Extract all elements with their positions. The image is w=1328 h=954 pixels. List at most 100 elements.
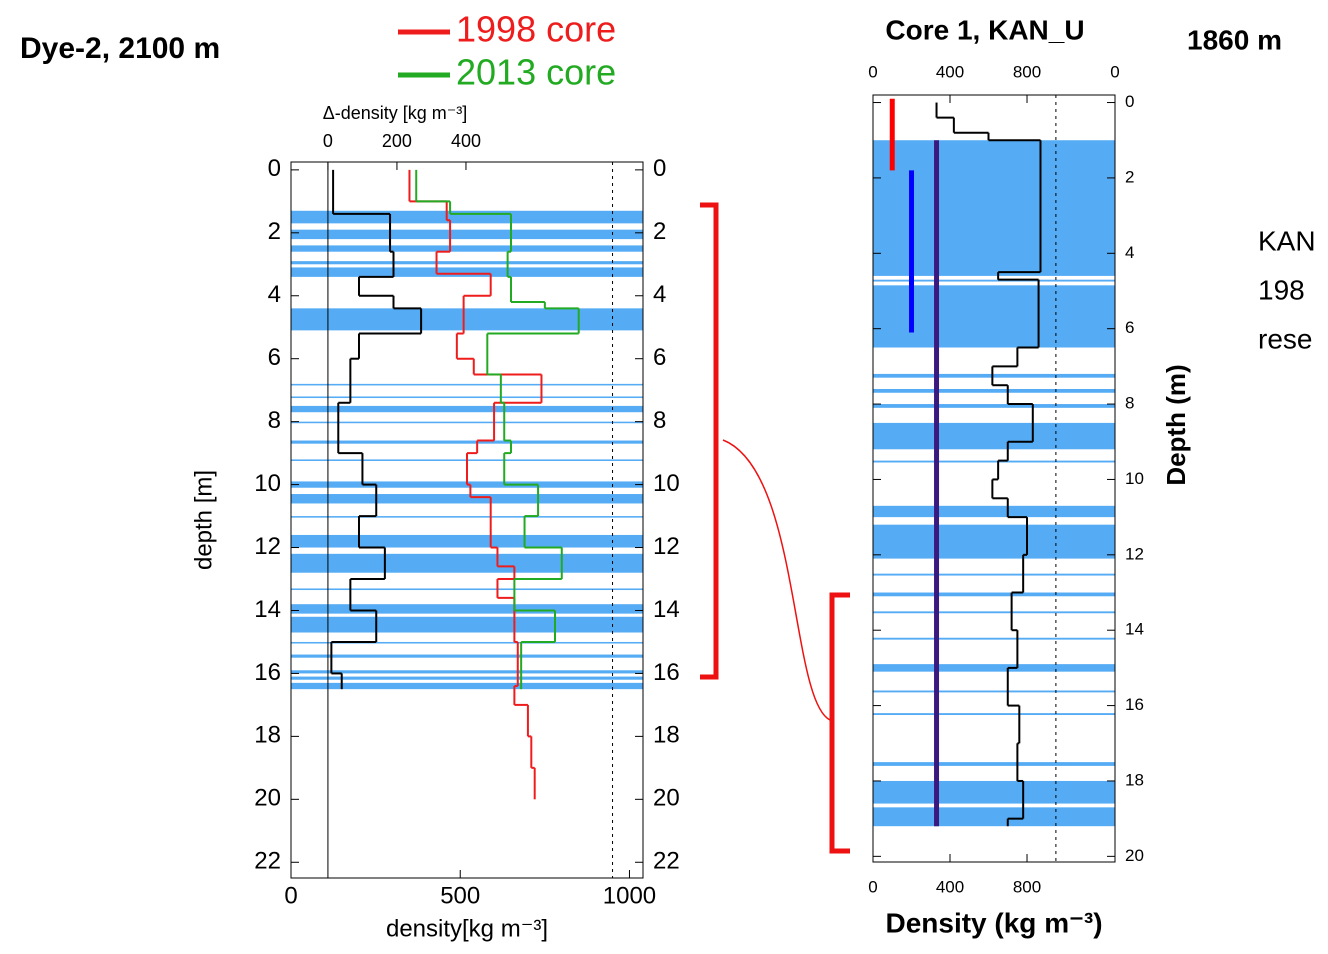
- y-tick-label: 16: [653, 659, 680, 686]
- x2-tick-label: 200: [382, 131, 412, 151]
- ice-layer: [291, 604, 643, 614]
- ice-layer: [291, 588, 643, 591]
- y-tick-label: 10: [1125, 469, 1144, 488]
- ice-layer: [873, 713, 1115, 716]
- y-tick-label: 8: [268, 407, 281, 434]
- ice-layer: [291, 245, 643, 252]
- ice-layer: [873, 780, 1115, 804]
- ice-layer: [291, 383, 643, 386]
- ice-layer: [291, 553, 643, 573]
- x-tick-label: 0: [1110, 62, 1119, 81]
- x-tick-label: 0: [284, 882, 297, 909]
- y-tick-label: 18: [1125, 770, 1144, 789]
- ice-layer: [291, 534, 643, 548]
- ice-layer: [873, 611, 1115, 614]
- x-tick-label: 500: [440, 882, 480, 909]
- x-axis-label: Density (kg m⁻³): [885, 907, 1102, 938]
- y-tick-label: 8: [1125, 394, 1134, 413]
- y-tick-label: 6: [268, 344, 281, 371]
- y-tick-label: 12: [653, 533, 680, 560]
- x-tick-label: 400: [936, 62, 964, 81]
- ice-layer: [873, 373, 1115, 378]
- ice-layer: [291, 267, 643, 277]
- ice-layer: [873, 592, 1115, 597]
- y-tick-label: 4: [268, 281, 281, 308]
- ice-layer: [873, 422, 1115, 450]
- y-tick-label: 10: [254, 470, 281, 497]
- ice-layer: [873, 279, 1115, 282]
- x-tick-label: 1000: [603, 882, 656, 909]
- plot-frame: [290, 161, 644, 879]
- y-tick-label: 12: [1125, 544, 1144, 563]
- y-tick-label: 4: [653, 281, 666, 308]
- x2-axis-label: Δ-density [kg m⁻³]: [323, 103, 468, 123]
- y-tick-label: 2: [1125, 167, 1134, 186]
- x-tick-label: 0: [868, 62, 877, 81]
- connector: [722, 439, 831, 721]
- y-tick-label: 20: [653, 785, 680, 812]
- ice-layer: [291, 440, 643, 444]
- ice-layer: [291, 494, 643, 504]
- y-tick-label: 20: [254, 785, 281, 812]
- y-tick-label: 22: [653, 848, 680, 875]
- y-tick-label: 20: [1125, 846, 1144, 865]
- x2-tick-label: 400: [451, 131, 481, 151]
- ice-layer: [873, 807, 1115, 827]
- note-text: 198: [1258, 274, 1305, 305]
- y-tick-label: 10: [653, 470, 680, 497]
- y-tick-label: 16: [254, 659, 281, 686]
- ice-layer: [291, 516, 643, 518]
- y-tick-label: 8: [653, 407, 666, 434]
- y-tick-label: 0: [653, 155, 666, 182]
- bracket: [829, 592, 850, 854]
- y-tick-label: 2: [268, 218, 281, 245]
- x-tick-label: 800: [1013, 877, 1041, 896]
- x-tick-label: 800: [1013, 62, 1041, 81]
- chart-title: Core 1, KAN_U: [885, 14, 1084, 45]
- y-tick-label: 0: [1125, 92, 1134, 111]
- ice-layer: [291, 210, 643, 224]
- ice-layer: [873, 524, 1115, 559]
- ice-layer: [291, 616, 643, 633]
- y-tick-label: 14: [1125, 620, 1144, 639]
- x-tick-label: 400: [936, 877, 964, 896]
- ice-layer: [291, 421, 643, 424]
- y-tick-label: 6: [653, 344, 666, 371]
- ice-layer: [291, 670, 643, 674]
- ice-layer: [873, 505, 1115, 518]
- y-tick-label: 14: [653, 596, 680, 623]
- ice-layer: [873, 460, 1115, 463]
- x-tick-label: 0: [868, 877, 877, 896]
- y-tick-label: 22: [254, 848, 281, 875]
- note-text: KAN: [1258, 225, 1316, 256]
- ice-layer: [291, 261, 643, 265]
- y-tick-label: 2: [653, 218, 666, 245]
- y-tick-label: 4: [1125, 243, 1134, 262]
- ice-layer: [873, 762, 1115, 766]
- ice-layer: [873, 573, 1115, 576]
- y-tick-label: 12: [254, 533, 281, 560]
- x-axis-label: density[kg m⁻³]: [386, 915, 548, 942]
- ice-layer: [873, 664, 1115, 672]
- legend-label: 2013 core: [456, 52, 616, 93]
- y-tick-label: 14: [254, 596, 281, 623]
- ice-layer: [873, 388, 1115, 393]
- ice-layer: [291, 676, 643, 680]
- ice-layer: [873, 690, 1115, 693]
- bracket: [700, 202, 719, 680]
- ice-layer: [291, 229, 643, 240]
- ice-layer: [291, 405, 643, 413]
- ice-layer: [873, 404, 1115, 408]
- x2-tick-label: 0: [323, 131, 333, 151]
- ice-layer: [291, 308, 643, 331]
- ice-layer: [291, 396, 643, 399]
- y-tick-label: 6: [1125, 318, 1134, 337]
- ice-layer: [291, 641, 643, 644]
- plot-frame: [872, 94, 1116, 863]
- chart-subtitle: 1860 m: [1187, 24, 1282, 55]
- y-axis-label: Depth (m): [1161, 364, 1191, 485]
- ice-layer: [291, 654, 643, 658]
- note-text: rese: [1258, 323, 1312, 354]
- y-tick-label: 16: [1125, 695, 1144, 714]
